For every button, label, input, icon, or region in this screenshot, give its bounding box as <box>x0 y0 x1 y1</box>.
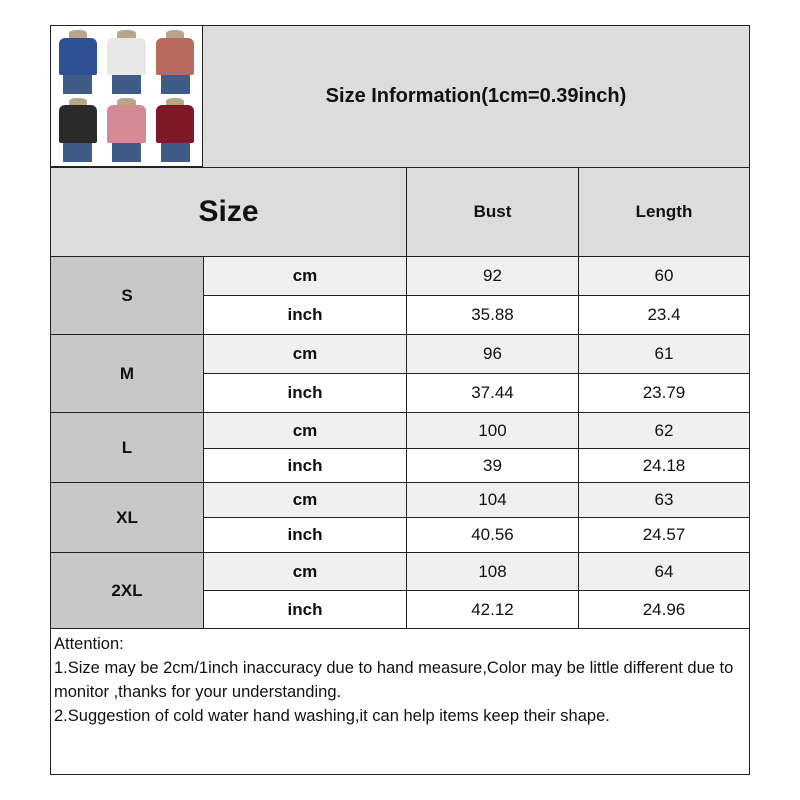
title-text: Size Information(1cm=0.39inch) <box>325 85 627 107</box>
note-heading: Attention: <box>54 635 124 653</box>
unit-label: cm <box>203 334 407 374</box>
bust-value: 42.12 <box>406 590 579 629</box>
length-value: 60 <box>578 256 750 296</box>
bust-value: 108 <box>406 552 579 591</box>
length-value: 23.79 <box>578 373 750 413</box>
size-info-title: Size Information(1cm=0.39inch) <box>202 25 750 168</box>
unit-label: cm <box>203 482 407 518</box>
header-length: Length <box>578 167 750 257</box>
note-item: 2.Suggestion of cold water hand washing,… <box>54 707 610 725</box>
bust-value: 100 <box>406 412 579 449</box>
unit-label: inch <box>203 517 407 553</box>
unit-label: inch <box>203 590 407 629</box>
length-value: 63 <box>578 482 750 518</box>
bust-value: 104 <box>406 482 579 518</box>
shirt-photo <box>55 30 101 95</box>
length-value: 62 <box>578 412 750 449</box>
size-label: S <box>50 256 204 335</box>
size-label: XL <box>50 482 204 553</box>
bust-value: 92 <box>406 256 579 296</box>
header-bust: Bust <box>406 167 579 257</box>
bust-value: 40.56 <box>406 517 579 553</box>
shirt-photo <box>55 97 101 163</box>
attention-notes: Attention: 1.Size may be 2cm/1inch inacc… <box>50 628 750 775</box>
bust-value: 96 <box>406 334 579 374</box>
unit-label: inch <box>203 373 407 413</box>
bust-value: 35.88 <box>406 295 579 335</box>
size-label: 2XL <box>50 552 204 629</box>
length-value: 24.96 <box>578 590 750 629</box>
unit-label: cm <box>203 412 407 449</box>
shirt-photo <box>152 97 198 163</box>
length-value: 23.4 <box>578 295 750 335</box>
size-label: M <box>50 334 204 413</box>
shirt-photo <box>152 30 198 95</box>
length-value: 24.18 <box>578 448 750 483</box>
bust-value: 39 <box>406 448 579 483</box>
unit-label: cm <box>203 552 407 591</box>
shirt-photo <box>104 30 150 95</box>
length-value: 64 <box>578 552 750 591</box>
product-thumbnail <box>50 25 203 167</box>
header-size: Size <box>50 167 407 257</box>
length-value: 24.57 <box>578 517 750 553</box>
size-label: L <box>50 412 204 483</box>
bust-value: 37.44 <box>406 373 579 413</box>
length-value: 61 <box>578 334 750 374</box>
unit-label: inch <box>203 448 407 483</box>
note-item: 1.Size may be 2cm/1inch inaccuracy due t… <box>54 659 738 701</box>
unit-label: cm <box>203 256 407 296</box>
unit-label: inch <box>203 295 407 335</box>
shirt-photo <box>104 97 150 163</box>
